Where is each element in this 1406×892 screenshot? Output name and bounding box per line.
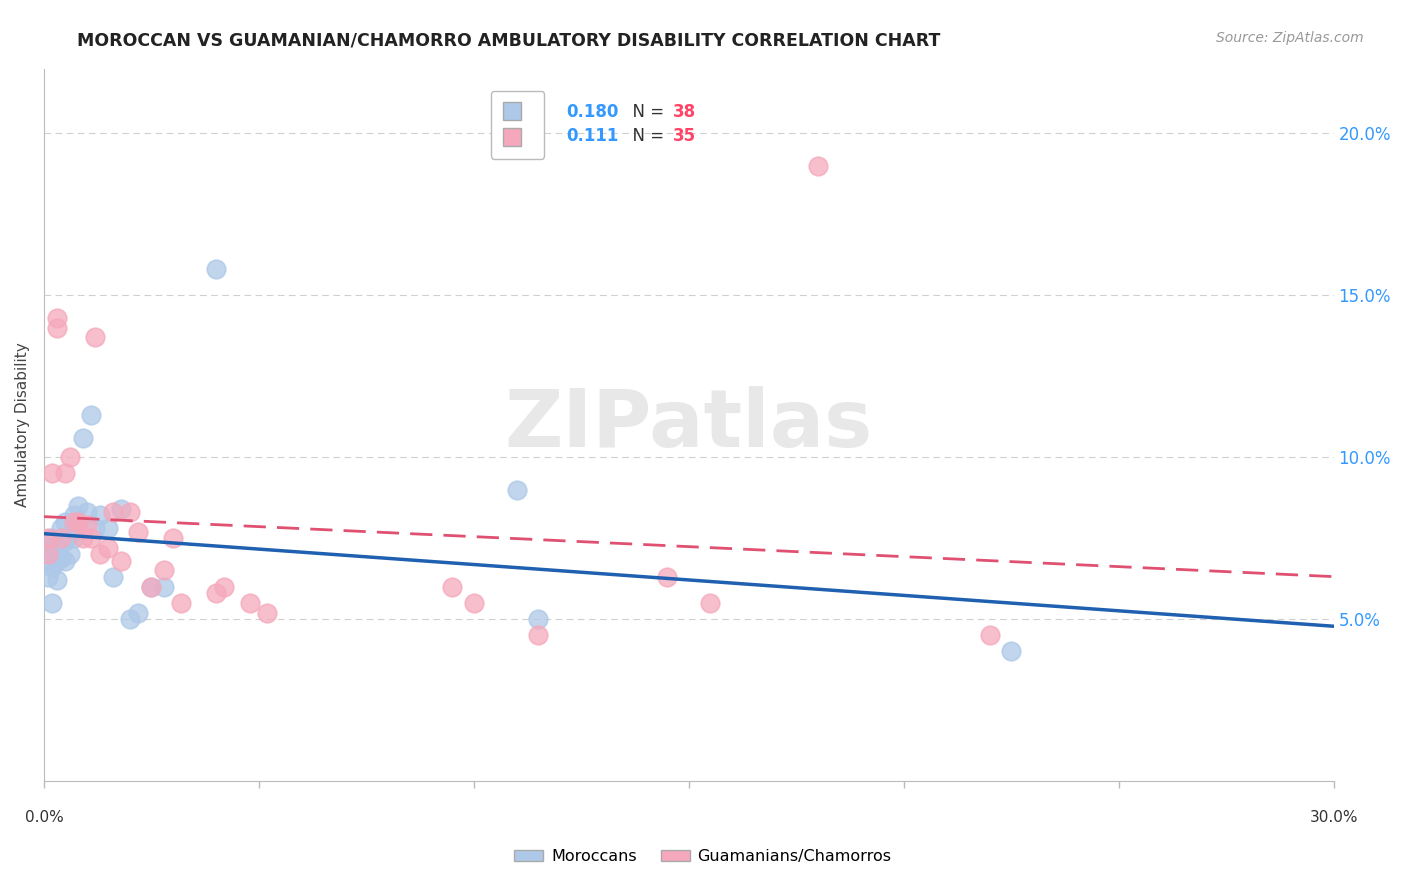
Point [110,502,132,516]
Point [63,508,86,523]
Point [170,596,193,610]
Text: Source: ZipAtlas.com: Source: ZipAtlas.com [1216,31,1364,45]
Point [49,531,72,545]
Point [256,606,278,620]
Text: N =: N = [621,103,669,120]
Point [127,606,149,620]
Point [84,330,107,344]
Point [45,310,67,325]
Point [41,596,63,610]
Point [55,554,77,568]
Point [41,560,63,574]
Text: 0.111: 0.111 [567,127,619,145]
Point [657,570,679,584]
Point [45,554,67,568]
Legend: Moroccans, Guamanians/Chamorros: Moroccans, Guamanians/Chamorros [508,843,898,871]
Point [463,596,485,610]
Point [80,531,103,545]
Text: 35: 35 [673,127,696,145]
Point [41,547,63,561]
Text: R =: R = [515,127,555,145]
Point [59,528,82,542]
Point [84,521,107,535]
Point [101,505,124,519]
Point [527,612,550,626]
Point [37,531,59,545]
Point [807,159,830,173]
Point [527,628,550,642]
Point [979,628,1001,642]
Point [55,467,77,481]
Point [49,550,72,565]
Y-axis label: Ambulatory Disability: Ambulatory Disability [15,343,30,508]
Point [45,320,67,334]
Point [141,580,163,594]
Point [153,580,176,594]
Text: ZIPatlas: ZIPatlas [505,385,873,464]
Point [76,505,98,519]
Point [118,612,141,626]
Point [55,534,77,549]
Point [89,508,111,523]
Point [101,570,124,584]
Point [37,547,59,561]
Point [80,408,103,422]
Text: 0.180: 0.180 [567,103,619,120]
Point [97,541,120,555]
Text: R =: R = [515,103,551,120]
Point [59,547,82,561]
Point [37,541,59,555]
Point [72,431,94,445]
Point [67,499,90,513]
Point [441,580,464,594]
Point [89,547,111,561]
Point [55,515,77,529]
Point [97,521,120,535]
Point [41,531,63,545]
Point [141,580,163,594]
Point [45,573,67,587]
Point [506,483,529,497]
Text: 38: 38 [673,103,696,120]
Point [205,262,228,277]
Text: 30.0%: 30.0% [1309,810,1358,824]
Point [49,534,72,549]
Point [110,554,132,568]
Point [239,596,262,610]
Point [67,521,90,535]
Point [1000,644,1022,658]
Point [699,596,721,610]
Point [153,564,176,578]
Point [162,531,184,545]
Point [76,518,98,533]
Point [45,538,67,552]
Text: 0.0%: 0.0% [24,810,63,824]
Point [49,521,72,535]
Legend: , : , [491,91,544,159]
Point [72,531,94,545]
Point [41,467,63,481]
Point [63,531,86,545]
Point [205,586,228,600]
Point [127,524,149,539]
Point [37,554,59,568]
Point [37,570,59,584]
Text: N =: N = [621,127,669,145]
Point [63,515,86,529]
Text: MOROCCAN VS GUAMANIAN/CHAMORRO AMBULATORY DISABILITY CORRELATION CHART: MOROCCAN VS GUAMANIAN/CHAMORRO AMBULATOR… [77,31,941,49]
Point [214,580,236,594]
Point [67,515,90,529]
Point [59,450,82,464]
Point [118,505,141,519]
